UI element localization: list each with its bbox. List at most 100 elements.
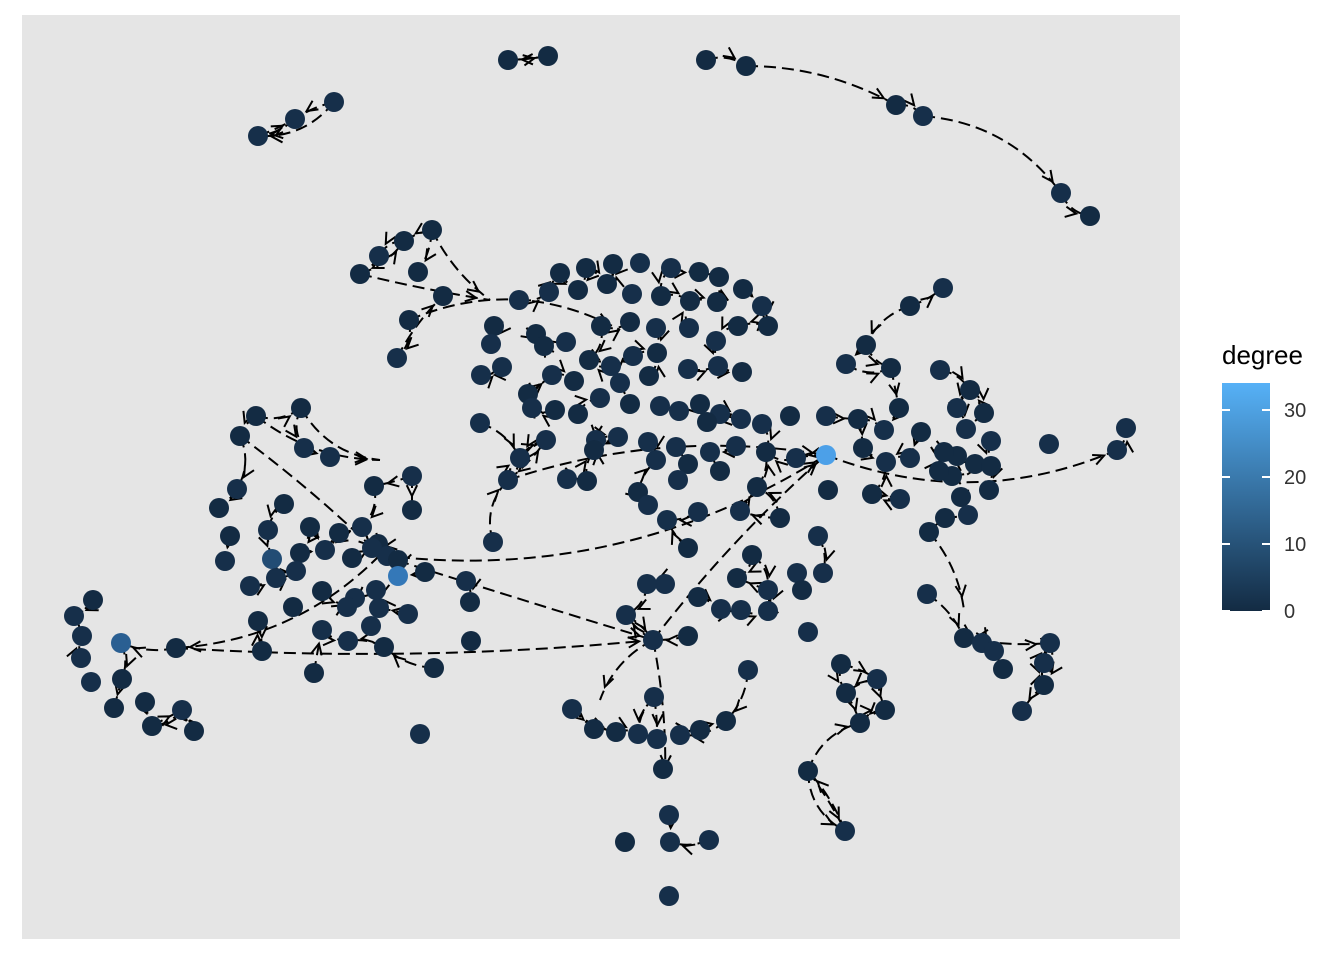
network-node bbox=[286, 561, 306, 581]
network-node bbox=[731, 600, 751, 620]
network-node bbox=[738, 660, 758, 680]
network-node bbox=[728, 316, 748, 336]
edge-arrowhead bbox=[421, 304, 435, 318]
network-node bbox=[361, 616, 381, 636]
network-node bbox=[890, 489, 910, 509]
network-node bbox=[706, 331, 726, 351]
edge bbox=[300, 407, 381, 461]
network-node bbox=[597, 274, 617, 294]
network-node bbox=[655, 574, 675, 594]
network-node bbox=[710, 461, 730, 481]
network-node bbox=[1034, 675, 1054, 695]
network-node bbox=[644, 687, 664, 707]
edge bbox=[652, 454, 827, 641]
network-node bbox=[484, 316, 504, 336]
edge-arrowhead bbox=[954, 584, 967, 599]
network-node bbox=[364, 476, 384, 496]
network-node bbox=[576, 258, 596, 278]
edge-arrowhead bbox=[769, 426, 781, 442]
network-node bbox=[813, 563, 833, 583]
edge-arrowhead bbox=[1028, 687, 1041, 702]
edge-arrowhead bbox=[832, 412, 847, 425]
edge-arrowhead bbox=[802, 461, 817, 474]
network-node bbox=[756, 442, 776, 462]
edge-arrowhead bbox=[846, 697, 859, 712]
edge-arrowhead bbox=[266, 504, 279, 519]
edge bbox=[175, 639, 654, 655]
network-node bbox=[956, 419, 976, 439]
network-node bbox=[958, 505, 978, 525]
network-node bbox=[534, 336, 554, 356]
edge-arrowhead bbox=[977, 387, 990, 402]
network-node bbox=[853, 438, 873, 458]
network-node bbox=[889, 398, 909, 418]
network-node bbox=[266, 568, 286, 588]
edge-arrowhead bbox=[774, 459, 789, 473]
edge-arrowhead bbox=[632, 708, 645, 723]
network-node bbox=[689, 262, 709, 282]
edge-arrowhead bbox=[520, 443, 536, 455]
network-node bbox=[539, 282, 559, 302]
edge-arrowhead bbox=[865, 355, 880, 367]
network-node bbox=[1012, 701, 1032, 721]
edge-arrowhead bbox=[951, 366, 964, 381]
network-node bbox=[716, 711, 736, 731]
edge-arrowhead bbox=[270, 124, 285, 137]
network-node bbox=[498, 50, 518, 70]
network-node bbox=[1040, 633, 1060, 653]
network-node bbox=[230, 426, 250, 446]
network-node bbox=[700, 442, 720, 462]
legend-colorbar bbox=[1222, 383, 1270, 611]
network-node bbox=[661, 258, 681, 278]
network-node bbox=[72, 626, 92, 646]
edge-arrowhead bbox=[823, 547, 836, 562]
network-node bbox=[867, 669, 887, 689]
network-node bbox=[615, 832, 635, 852]
edge-arrowhead bbox=[853, 660, 868, 673]
network-node bbox=[862, 484, 882, 504]
network-node bbox=[960, 380, 980, 400]
network-node bbox=[913, 106, 933, 126]
edge-arrowhead bbox=[870, 320, 882, 335]
network-node bbox=[579, 350, 599, 370]
network-node bbox=[456, 571, 476, 591]
legend-tick-0: 0 bbox=[1284, 601, 1295, 623]
network-node bbox=[732, 362, 752, 382]
network-node bbox=[81, 672, 101, 692]
network-node bbox=[638, 495, 658, 515]
edge-arrowhead bbox=[747, 581, 762, 594]
edge-arrowhead bbox=[385, 475, 400, 488]
edge-arrowhead bbox=[1064, 205, 1079, 218]
network-node bbox=[659, 805, 679, 825]
network-node bbox=[984, 641, 1004, 661]
network-node bbox=[498, 470, 518, 490]
network-node bbox=[668, 470, 688, 490]
network-node bbox=[669, 401, 689, 421]
network-node bbox=[678, 359, 698, 379]
network-node bbox=[646, 450, 666, 470]
edge-arrowhead bbox=[125, 653, 137, 669]
network-node bbox=[483, 532, 503, 552]
network-node bbox=[651, 286, 671, 306]
network-node bbox=[929, 461, 949, 481]
network-node bbox=[747, 477, 767, 497]
network-node bbox=[172, 700, 192, 720]
network-node bbox=[696, 50, 716, 70]
network-node bbox=[752, 414, 772, 434]
network-node bbox=[690, 720, 710, 740]
network-node bbox=[601, 356, 621, 376]
network-node bbox=[324, 92, 344, 112]
network-node bbox=[329, 523, 349, 543]
edge-arrowhead bbox=[866, 372, 881, 384]
network-node bbox=[951, 487, 971, 507]
edge-arrowhead bbox=[634, 616, 647, 631]
edge-arrowhead bbox=[920, 295, 934, 309]
edge-arrowhead bbox=[486, 488, 500, 502]
network-node bbox=[711, 599, 731, 619]
network-node bbox=[584, 719, 604, 739]
edge bbox=[507, 444, 827, 481]
network-node bbox=[388, 566, 408, 586]
network-node bbox=[933, 278, 953, 298]
network-node bbox=[312, 620, 332, 640]
network-node bbox=[290, 543, 310, 563]
